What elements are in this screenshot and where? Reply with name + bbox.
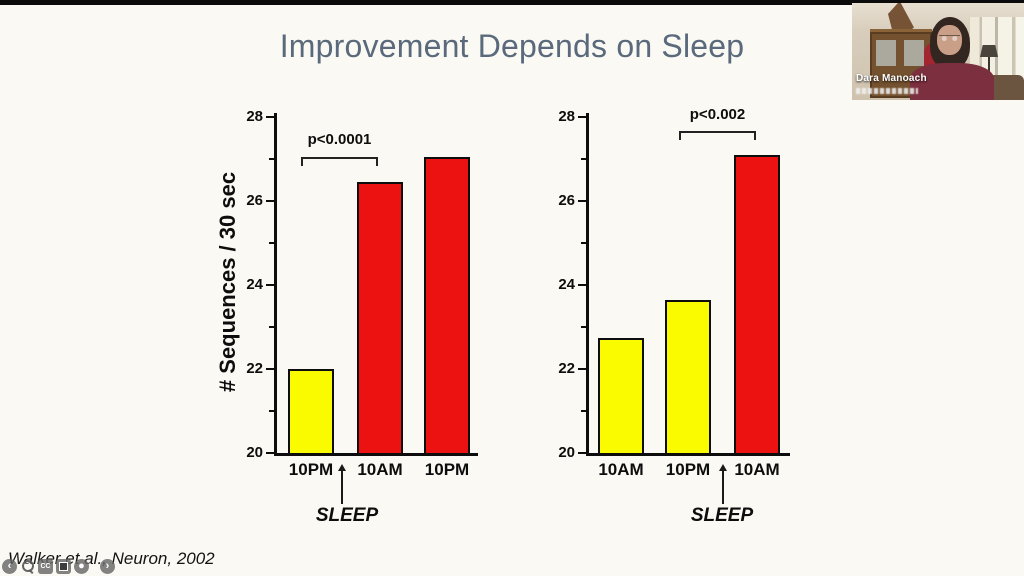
webcam-lamp-icon (980, 45, 998, 57)
cabinet-glass-pane (876, 40, 896, 66)
x-axis (274, 453, 478, 456)
previous-icon[interactable]: ‹ (2, 558, 17, 574)
y-tick-major (578, 200, 587, 202)
significance-bracket (301, 157, 378, 166)
y-tick-major (266, 116, 275, 118)
x-category-label: 10PM (288, 460, 334, 479)
webcam-name-label: Dara Manoach (856, 73, 927, 84)
y-tick-label: 26 (558, 192, 575, 209)
x-axis (586, 453, 790, 456)
y-axis (586, 113, 589, 456)
y-tick-major (578, 452, 587, 454)
y-tick-minor (269, 242, 275, 244)
bar-10am (598, 337, 644, 455)
magnifier-icon[interactable] (20, 559, 35, 574)
next-icon[interactable]: › (100, 558, 115, 574)
webcam-speaker-body (910, 63, 994, 100)
x-category-label: 10PM (665, 460, 711, 479)
y-tick-major (266, 452, 275, 454)
y-tick-major (578, 284, 587, 286)
y-tick-major (266, 200, 275, 202)
stop-icon[interactable] (56, 558, 71, 574)
x-category-label: 10PM (424, 460, 470, 479)
webcam-lamp-stem (988, 57, 990, 79)
y-tick-label: 24 (246, 276, 263, 293)
y-tick-major (578, 368, 587, 370)
magnifier-ring (22, 559, 34, 572)
significance-bracket (679, 131, 756, 140)
y-tick-major (578, 116, 587, 118)
sleep-label: SLEEP (690, 505, 754, 526)
bar-10pm (665, 299, 711, 455)
stop-square (59, 561, 68, 571)
y-tick-label: 22 (558, 360, 575, 377)
record-icon[interactable]: ● (74, 558, 89, 574)
cabinet-glass-pane (904, 40, 924, 66)
y-tick-minor (269, 410, 275, 412)
y-tick-label: 28 (246, 108, 263, 125)
sleep-arrow-line (722, 469, 724, 504)
webcam-caption-artifact (856, 88, 918, 94)
y-tick-minor (581, 410, 587, 412)
y-tick-major (266, 368, 275, 370)
bar-10am (357, 182, 403, 455)
y-tick-label: 26 (246, 192, 263, 209)
y-tick-minor (581, 326, 587, 328)
y-tick-minor (269, 326, 275, 328)
y-tick-major (266, 284, 275, 286)
y-tick-label: 24 (558, 276, 575, 293)
y-tick-label: 20 (246, 444, 263, 461)
top-letterbox-bar (0, 0, 1024, 5)
sleep-arrow-head (718, 464, 727, 471)
x-category-label: 10AM (598, 460, 644, 479)
sleep-arrow-head (337, 464, 346, 471)
sleep-arrow-line (341, 469, 343, 504)
closed-captions-icon[interactable]: CC (38, 558, 53, 574)
bar-10am (734, 154, 780, 455)
y-tick-minor (581, 158, 587, 160)
p-value-label: p<0.002 (689, 106, 746, 123)
p-value-label: p<0.0001 (307, 131, 372, 148)
slide-title: Improvement Depends on Sleep (279, 28, 745, 64)
y-tick-label: 22 (246, 360, 263, 377)
player-controls-toolbar: ‹ CC ● › (2, 558, 118, 574)
y-tick-label: 20 (558, 444, 575, 461)
bar-10pm (288, 369, 334, 455)
sleep-label: SLEEP (315, 505, 379, 526)
y-axis (274, 113, 277, 456)
bar-10pm (424, 156, 470, 455)
webcam-speaker-glasses (939, 35, 960, 41)
webcam-video-tile[interactable]: Dara Manoach (852, 3, 1024, 100)
y-tick-minor (581, 242, 587, 244)
x-category-label: 10AM (734, 460, 780, 479)
y-tick-label: 28 (558, 108, 575, 125)
x-category-label: 10AM (357, 460, 403, 479)
y-tick-minor (269, 158, 275, 160)
